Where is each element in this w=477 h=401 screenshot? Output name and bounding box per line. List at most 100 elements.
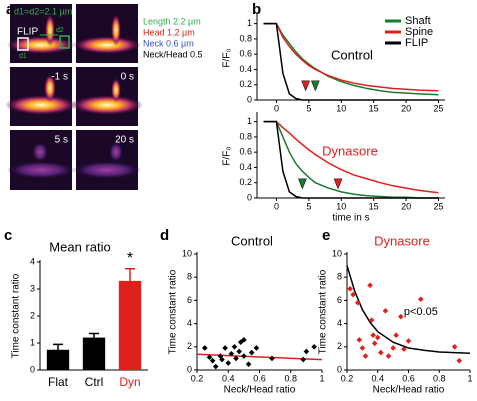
point: [347, 286, 353, 292]
y-tick-label: 1: [247, 18, 252, 28]
dendrite: [7, 161, 75, 179]
x-tick-label: 0.6: [253, 373, 266, 383]
point: [362, 353, 369, 359]
x-axis-label: Neck/Head ratio: [373, 385, 445, 396]
time-constant-marker: [310, 80, 320, 92]
x-tick-label: Ctrl: [85, 375, 104, 389]
y-axis-label: Time constant ratio: [11, 273, 22, 358]
x-tick-label: 10: [336, 201, 346, 211]
x-axis-label: time in s: [332, 213, 369, 224]
point: [350, 291, 356, 298]
point: [212, 363, 219, 370]
point: [418, 296, 424, 303]
bar: [82, 337, 106, 370]
dendrite: [71, 95, 143, 115]
x-tick-label: 0.2: [341, 373, 354, 383]
y-tick-label: 0: [247, 94, 252, 104]
point: [236, 348, 242, 355]
legend-label: FLIP: [405, 37, 428, 49]
y-tick-label: 0: [187, 364, 192, 374]
x-axis-label: Neck/Head ratio: [224, 385, 296, 396]
y-tick-label: 6: [187, 295, 192, 305]
chart-title: Control: [331, 47, 373, 62]
time-label: 0 s: [121, 72, 134, 83]
y-tick-label: 2: [30, 310, 35, 320]
x-tick-label: 0.6: [402, 373, 415, 383]
y-tick-label: 3: [30, 283, 35, 293]
point: [217, 353, 224, 359]
roi-box: [59, 35, 70, 49]
y-tick-label: 0.6: [239, 49, 252, 59]
spine: [111, 14, 121, 46]
spine: [32, 142, 48, 162]
x-tick-label: 20: [401, 201, 411, 211]
point: [382, 308, 389, 314]
point: [371, 340, 378, 347]
scale-label: d1=d2=2.1 µm: [14, 6, 72, 16]
series-line: [263, 120, 439, 199]
x-tick-label: 0.4: [371, 373, 384, 383]
measurement-label: Neck 0.6 µm: [143, 38, 194, 48]
y-tick-label: 0: [30, 364, 35, 374]
panel-letter: d: [160, 227, 169, 244]
point: [241, 337, 247, 343]
series-line: [263, 120, 439, 194]
error-bar: [89, 332, 99, 342]
panel-letter: a: [6, 1, 15, 18]
y-tick-label: 0: [337, 364, 342, 374]
point: [390, 345, 396, 351]
x-tick-label: Flat: [48, 375, 69, 389]
bar: [118, 280, 142, 370]
point: [225, 360, 232, 366]
point: [368, 317, 375, 323]
x-tick-label: 25: [434, 201, 444, 211]
chart-title: Dynasore: [322, 143, 378, 158]
chart-title: Mean ratio: [49, 239, 110, 254]
bar: [46, 349, 70, 370]
panel-letter: b: [252, 1, 261, 18]
spine: [44, 74, 56, 102]
dendrite: [5, 95, 77, 115]
x-tick-label: 15: [369, 201, 379, 211]
point: [405, 338, 412, 344]
point: [374, 334, 381, 341]
micrograph: [76, 130, 138, 190]
fit-line: [196, 353, 323, 361]
time-constant-marker: [333, 178, 343, 190]
time-label: -1 s: [51, 72, 68, 83]
p-value: p<0.05: [404, 306, 438, 318]
y-tick-label: 2: [337, 341, 342, 351]
point: [311, 344, 317, 350]
flip-box: [17, 37, 29, 51]
point: [303, 348, 310, 355]
d1-label: d1: [19, 53, 27, 60]
point: [222, 345, 228, 351]
x-tick-label: 0.8: [433, 373, 446, 383]
y-axis-label: F/F₀: [222, 146, 233, 165]
x-tick-label: 5: [306, 201, 311, 211]
point: [370, 332, 376, 338]
series-line: [263, 120, 439, 199]
x-tick-label: 25: [434, 103, 444, 113]
panel-letter: e: [322, 227, 330, 244]
time-constant-marker: [301, 80, 310, 92]
point: [359, 345, 366, 351]
point: [237, 339, 244, 345]
x-tick-label: 1: [319, 373, 324, 383]
time-label: 5 s: [55, 135, 68, 146]
x-tick-label: 1: [467, 373, 472, 383]
point: [393, 332, 399, 338]
y-tick-label: 2: [187, 341, 192, 351]
y-tick-label: 0.2: [239, 177, 252, 187]
significance-mark: *: [127, 250, 133, 267]
measurement-label: Neck/Head 0.5: [143, 49, 203, 59]
x-tick-label: 0.2: [191, 373, 204, 383]
error-bar: [53, 343, 63, 356]
measurement-label: Head 1.2 µm: [143, 27, 195, 37]
error-bar: [125, 268, 135, 294]
legend-label: Spine: [405, 26, 433, 38]
x-tick-label: 0.4: [222, 373, 235, 383]
flip-label: FLIP: [17, 27, 38, 38]
y-tick-label: 4: [337, 318, 342, 328]
time-label: 20 s: [115, 135, 134, 146]
